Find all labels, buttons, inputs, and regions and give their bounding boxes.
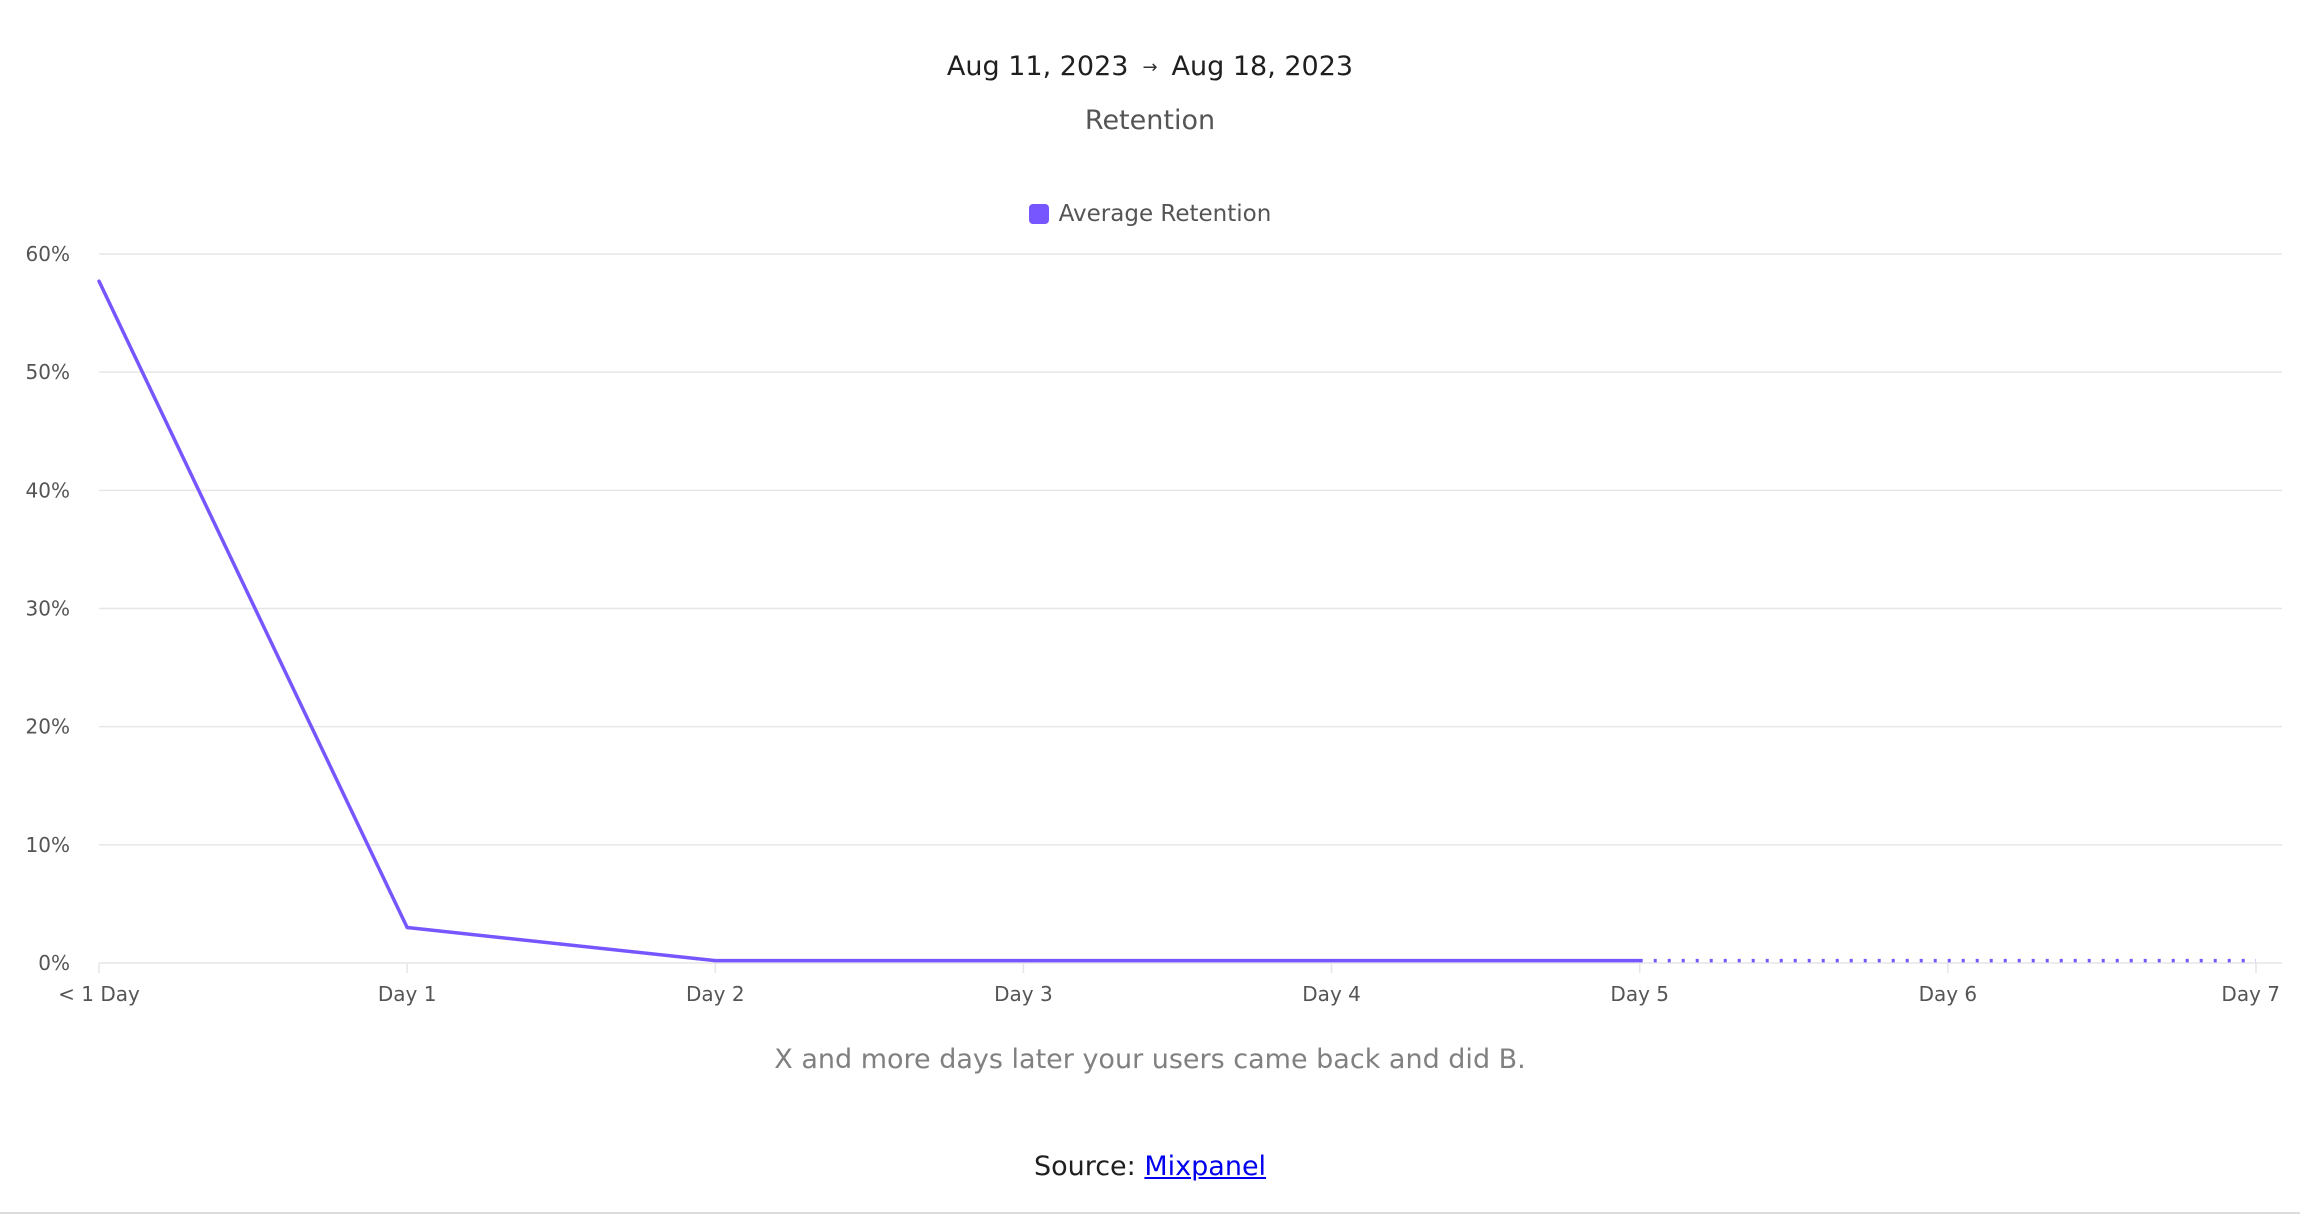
data-point bbox=[712, 958, 718, 964]
retention-line-chart: 0% 10% 20% 30% 40% 50% 60% < 1 Day Day 1 Day 2 Day… bbox=[26, 242, 2282, 1006]
y-tick-label: 60% bbox=[26, 242, 70, 266]
x-tick-label: Day 7 bbox=[2221, 982, 2280, 1006]
series-line-average-retention bbox=[97, 279, 1642, 963]
chart-header: Aug 11, 2023 → Aug 18, 2023 Retention bbox=[0, 45, 2300, 141]
data-point bbox=[404, 925, 410, 931]
y-tick-label: 50% bbox=[26, 360, 70, 384]
divider bbox=[0, 1212, 2300, 1214]
source-link[interactable]: Mixpanel bbox=[1144, 1151, 1267, 1182]
source-label: Source: bbox=[1033, 1151, 1136, 1182]
legend-label: Average Retention bbox=[1058, 201, 1272, 227]
date-range-end: Aug 18, 2023 bbox=[1171, 51, 1354, 82]
date-range[interactable]: Aug 11, 2023 → Aug 18, 2023 bbox=[0, 45, 2300, 89]
chart-legend[interactable]: Average Retention bbox=[0, 196, 2300, 232]
y-tick-label: 30% bbox=[26, 597, 70, 621]
chart-caption: X and more days later your users came ba… bbox=[774, 1044, 1526, 1075]
arrow-right-icon: → bbox=[1142, 57, 1158, 78]
x-tick-label: Day 3 bbox=[994, 982, 1053, 1006]
data-point bbox=[1329, 958, 1335, 964]
y-tick-label: 0% bbox=[38, 951, 70, 975]
x-tick-label: Day 6 bbox=[1919, 982, 1978, 1006]
x-tick-label: Day 4 bbox=[1302, 982, 1361, 1006]
date-range-start: Aug 11, 2023 bbox=[946, 51, 1129, 82]
data-point bbox=[1020, 958, 1026, 964]
source-line: Source: Mixpanel bbox=[0, 1145, 2300, 1189]
data-point bbox=[1945, 958, 1951, 964]
y-tick-label: 20% bbox=[26, 715, 70, 739]
y-tick-label: 40% bbox=[26, 478, 70, 502]
x-tick-label: < 1 Day bbox=[58, 982, 140, 1006]
data-point bbox=[96, 278, 102, 284]
y-tick-label: 10% bbox=[26, 833, 70, 857]
data-point bbox=[2253, 958, 2259, 964]
x-tick-label: Day 2 bbox=[686, 982, 745, 1006]
legend-swatch-icon bbox=[1028, 204, 1049, 224]
report-title: Retention bbox=[1084, 105, 1216, 136]
x-tick-label: Day 5 bbox=[1610, 982, 1669, 1006]
data-point bbox=[1637, 958, 1643, 964]
x-tick-label: Day 1 bbox=[378, 982, 437, 1006]
